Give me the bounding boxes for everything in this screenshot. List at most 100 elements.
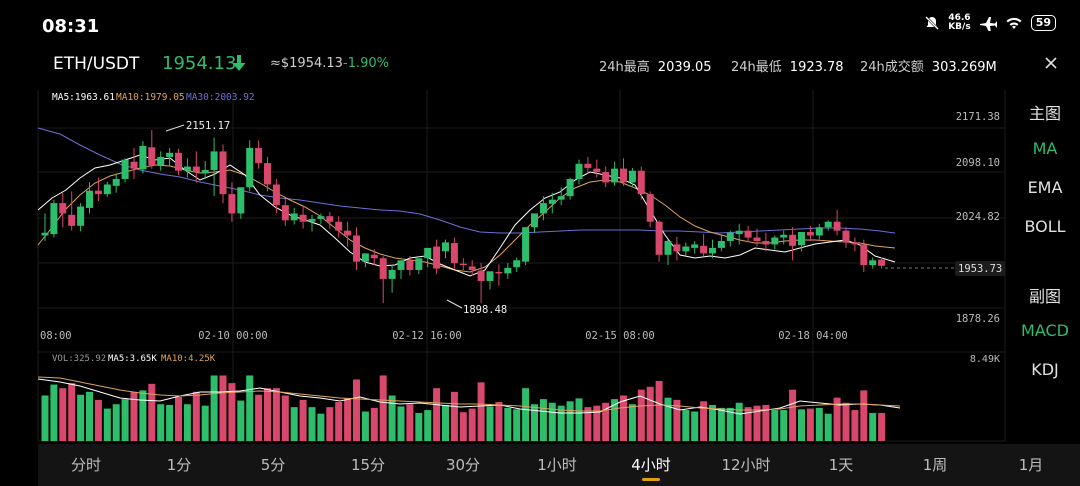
volume-bar [709, 404, 716, 441]
low-24h: 24h最低 1923.78 [731, 56, 844, 75]
volume-bar [468, 408, 476, 441]
candle-body [762, 240, 770, 245]
candle-body [717, 240, 725, 248]
candle-body [442, 242, 449, 252]
volume-bar [477, 382, 485, 441]
tab-1h[interactable]: 1小时 [537, 456, 577, 474]
indicator-boll[interactable]: BOLL [1024, 217, 1066, 236]
candle-body [335, 221, 343, 231]
volume-bar [255, 394, 263, 441]
volume-legend: VOL:325.92 [52, 354, 106, 364]
high-24h-label: 24h最高 [599, 60, 650, 75]
volume-bar [344, 398, 352, 441]
y-tick-label: 2024.82 [956, 211, 1000, 223]
candle-body [192, 166, 200, 173]
max-price-marker: 2151.17 [186, 120, 230, 132]
volume-bar [86, 391, 93, 441]
candle-body [522, 227, 530, 262]
candle-body [664, 240, 672, 255]
volume-bar [370, 407, 378, 441]
candle-body [682, 246, 690, 252]
candle-body [59, 203, 67, 214]
candle-body [557, 196, 565, 200]
active-tab-indicator [642, 478, 660, 481]
candle-body [655, 221, 663, 255]
candle-body [691, 244, 699, 248]
candle-body [628, 170, 636, 183]
volume-bar [148, 383, 156, 441]
candle-body [709, 247, 716, 254]
volume-bar [130, 391, 138, 441]
volume-bar [762, 404, 770, 441]
volume-bar [406, 404, 414, 441]
volume-bar [664, 397, 672, 441]
tab-4h[interactable]: 4小时 [631, 456, 671, 474]
tab-1mo[interactable]: 1月 [1018, 456, 1044, 474]
candle-body [219, 151, 227, 195]
trading-pair[interactable]: ETH/USDT [53, 54, 140, 74]
candle-body [201, 170, 209, 174]
candle-body [264, 163, 271, 185]
volume-bar [753, 405, 761, 441]
tab-1w[interactable]: 1周 [922, 456, 948, 474]
volume-bar [210, 375, 218, 441]
down-arrow-icon [232, 55, 246, 71]
volume-24h: 24h成交额 303.269M [860, 56, 997, 75]
candle-body [450, 243, 458, 264]
volume-bar [513, 409, 521, 441]
candles-group [41, 130, 886, 304]
tab-15m[interactable]: 15分 [350, 456, 386, 474]
volume-max-label: 8.49K [970, 354, 1000, 365]
volume-bar [539, 399, 547, 441]
candle-body [379, 258, 387, 279]
candle-body [486, 271, 494, 281]
volume-bar [424, 410, 432, 441]
volume-bars-group [41, 375, 886, 441]
close-icon[interactable] [1040, 52, 1062, 74]
candle-body [548, 199, 556, 204]
tab-30m[interactable]: 30分 [445, 456, 481, 474]
candle-body [824, 221, 832, 228]
candle-body [798, 232, 805, 246]
ma10-legend: MA10:1979.05 [116, 92, 185, 103]
volume-bar [726, 407, 734, 441]
candle-body [210, 151, 218, 171]
low-24h-label: 24h最低 [731, 60, 782, 75]
volume-bar [682, 410, 690, 441]
high-24h-value: 2039.05 [657, 60, 712, 75]
indicator-macd[interactable]: MACD [1021, 321, 1069, 340]
candle-body [878, 259, 886, 266]
indicator-kdj[interactable]: KDJ [1031, 360, 1059, 379]
current-price-box [955, 261, 1005, 276]
candle-body [415, 258, 423, 270]
indicator-ema[interactable]: EMA [1027, 178, 1063, 197]
wifi-icon [1006, 17, 1022, 29]
tab-1m[interactable]: 1分 [166, 456, 192, 474]
candle-body [370, 254, 378, 259]
candle-body [735, 230, 743, 235]
candle-body [459, 263, 467, 266]
volume-bar [655, 380, 663, 441]
volume-bar [219, 375, 227, 441]
tab-5m[interactable]: 5分 [260, 456, 286, 474]
tab-time-share[interactable]: 分时 [70, 456, 102, 474]
volume-bar [771, 410, 779, 441]
candle-body [833, 221, 841, 231]
candle-body [433, 246, 441, 269]
indicator-ma[interactable]: MA [1032, 139, 1058, 158]
candle-body [406, 260, 414, 270]
volume-bar [192, 391, 200, 441]
tab-12h[interactable]: 12小时 [721, 456, 771, 474]
tab-1d[interactable]: 1天 [828, 456, 854, 474]
kline-chart[interactable]: MA5:1963.61 MA10:1979.05 MA30:2003.92 21… [0, 0, 1010, 444]
volume-bar [531, 404, 538, 441]
volume-24h-label: 24h成交额 [860, 60, 924, 75]
candle-body [753, 237, 761, 241]
candle-body [468, 266, 476, 270]
ma5-line [37, 154, 896, 277]
ma30-legend: MA30:2003.92 [186, 92, 255, 103]
market-header: ETH/USDT 1954.13 ≈$1954.13 -1.90% 24h最高 2… [0, 50, 1080, 80]
candle-body [593, 168, 601, 173]
candle-body [317, 216, 325, 219]
candle-body [620, 168, 627, 183]
